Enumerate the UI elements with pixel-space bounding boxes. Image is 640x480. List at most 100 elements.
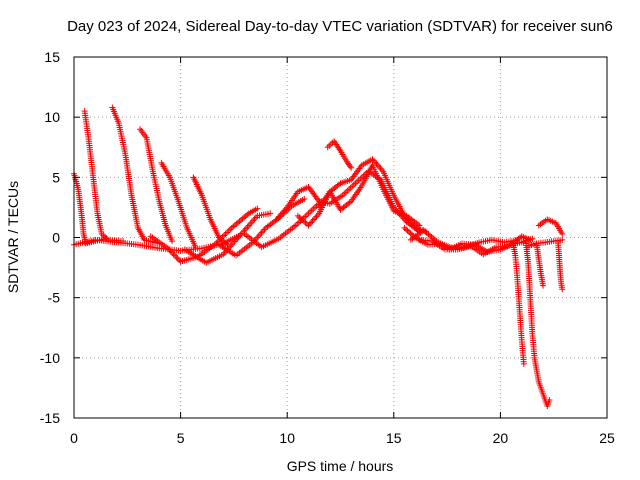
data-point-marker [234, 219, 241, 226]
data-point-marker [307, 208, 314, 215]
y-tick-label: -15 [40, 410, 60, 426]
data-point-marker [559, 230, 566, 237]
data-point-marker [404, 227, 411, 234]
data-point-marker [349, 183, 356, 190]
data-point-marker [326, 142, 333, 149]
data-point-marker [306, 220, 313, 227]
y-tick-label: 0 [52, 230, 60, 246]
x-axis-label: GPS time / hours [287, 458, 394, 474]
series-baseline-c [181, 210, 274, 266]
series-evening-3 [416, 233, 534, 258]
data-point-marker [327, 141, 334, 148]
data-point-marker [540, 282, 547, 289]
data-point-marker [527, 236, 534, 243]
series-trace-5 [158, 159, 199, 251]
series-dip-3 [533, 240, 547, 289]
data-point-marker [242, 213, 249, 220]
data-point-marker [230, 223, 237, 230]
data-point-marker [294, 212, 301, 219]
data-point-marker [222, 230, 229, 237]
series-spike-12 [324, 138, 355, 171]
data-point-marker [174, 255, 181, 262]
data-point-marker [303, 211, 310, 218]
data-point-marker [241, 214, 248, 221]
x-tick-label: 15 [386, 430, 402, 446]
data-point-marker [370, 157, 377, 164]
data-point-marker [301, 195, 308, 202]
y-tick-label: 15 [44, 49, 60, 65]
y-tick-label: -5 [48, 290, 61, 306]
data-point-marker [407, 230, 414, 237]
data-point-marker [559, 236, 566, 243]
data-point-marker [416, 222, 423, 229]
series-dip-4 [554, 238, 566, 293]
data-point-marker [341, 190, 348, 197]
data-point-marker [169, 238, 176, 245]
data-point-marker [231, 222, 238, 229]
x-tick-label: 5 [177, 430, 185, 446]
data-point-marker [401, 224, 408, 231]
data-point-marker [308, 207, 315, 214]
series-trace-4 [137, 126, 176, 245]
data-point-marker [350, 181, 357, 188]
data-point-marker [169, 249, 176, 256]
data-point-marker [373, 160, 380, 167]
series-dip-1 [510, 240, 527, 367]
data-point-marker [344, 187, 351, 194]
data-point-marker [348, 164, 355, 171]
data-point-marker [167, 248, 174, 255]
data-point-marker [324, 144, 331, 151]
grid-lines [74, 57, 607, 418]
data-point-marker [224, 229, 231, 236]
series-late-high [535, 216, 566, 237]
data-point-marker [176, 257, 183, 264]
data-point-marker [402, 226, 409, 233]
data-point-marker [225, 227, 232, 234]
data-point-marker [166, 246, 173, 253]
data-point-marker [227, 226, 234, 233]
data-point-marker [559, 286, 566, 293]
x-tick-label: 20 [493, 430, 509, 446]
data-point-marker [170, 251, 177, 258]
data-point-marker [305, 210, 312, 217]
data-point-marker [354, 178, 361, 185]
data-point-marker [347, 184, 354, 191]
series-mid-trace-2 [294, 156, 429, 235]
data-point-marker [310, 205, 317, 212]
series-dip-2 [522, 240, 553, 409]
data-point-marker [173, 254, 180, 261]
chart-title: Day 023 of 2024, Sidereal Day-to-day VTE… [67, 18, 613, 35]
data-point-marker [305, 222, 312, 229]
y-tick-label: 10 [44, 109, 60, 125]
series-mid-trace-3 [316, 162, 423, 229]
data-point-marker [309, 217, 316, 224]
data-point-marker [228, 224, 235, 231]
data-point-marker [352, 180, 359, 187]
data-point-marker [310, 216, 317, 223]
data-point-marker [355, 177, 362, 184]
y-tick-label: 5 [52, 169, 60, 185]
data-point-marker [236, 218, 243, 225]
y-axis-label: SDTVAR / TECUs [5, 181, 21, 293]
data-point-marker [239, 215, 246, 222]
x-tick-label: 0 [70, 430, 78, 446]
y-tick-label: -10 [40, 350, 60, 366]
data-point-marker [312, 214, 319, 221]
data-point-marker [546, 396, 553, 403]
data-point-marker [346, 186, 353, 193]
data-point-marker [428, 234, 435, 241]
data-point-marker [406, 228, 413, 235]
series-trace-2 [81, 108, 127, 245]
data-point-marker [425, 231, 432, 238]
x-tick-label: 10 [279, 430, 295, 446]
data-point-marker [377, 165, 384, 172]
data-point-marker [342, 189, 349, 196]
data-point-marker [238, 216, 245, 223]
data-point-marker [520, 360, 527, 367]
data-point-marker [233, 220, 240, 227]
data-point-marker [254, 205, 261, 212]
series-baseline-e [241, 198, 325, 251]
data-point-marker [294, 220, 301, 227]
data-point-marker [171, 252, 178, 259]
